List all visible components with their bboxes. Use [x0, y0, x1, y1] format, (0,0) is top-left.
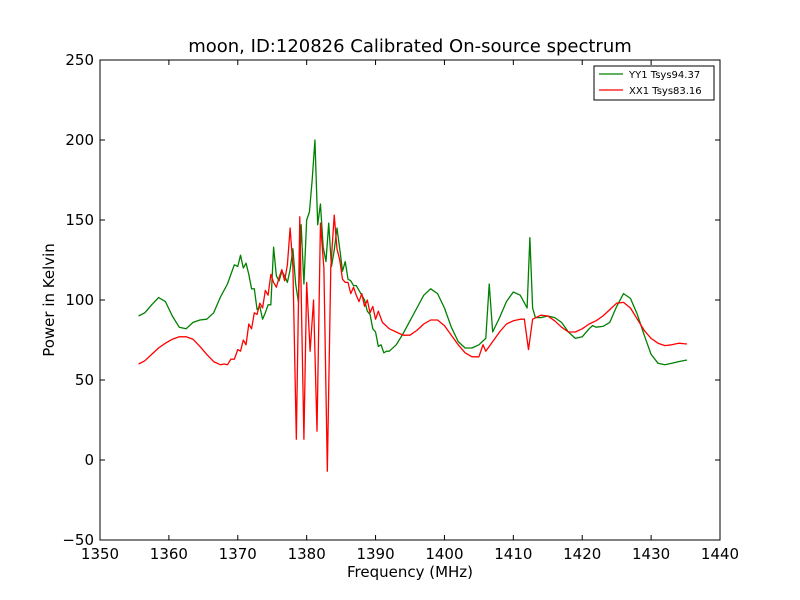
x-tick-label: 1390 [356, 545, 394, 563]
x-tick-label: 1360 [150, 545, 188, 563]
y-axis-label: Power in Kelvin [40, 243, 58, 357]
series-layer [138, 139, 688, 472]
chart-title: moon, ID:120826 Calibrated On-source spe… [188, 36, 632, 57]
x-tick-label: 1410 [494, 545, 532, 563]
y-tick-label: −50 [62, 531, 94, 549]
y-tick-label: 250 [65, 51, 94, 69]
y-tick-label: 150 [65, 211, 94, 229]
y-tick-label: 100 [65, 291, 94, 309]
series-line-xx1 [138, 214, 687, 472]
x-tick-label: 1350 [81, 545, 119, 563]
legend-label-yy1: YY1 Tsys94.37 [628, 70, 700, 81]
ticks-layer: 1350 1360 1370 1380 1390 1400 1410 1420 1430 1440… [62, 51, 739, 563]
y-tick-label: 200 [65, 131, 94, 149]
legend-label-xx1: XX1 Tsys83.16 [629, 86, 702, 97]
legend: YY1 Tsys94.37 XX1 Tsys83.16 [593, 65, 715, 101]
x-tick-label: 1420 [563, 545, 601, 563]
x-tick-label: 1400 [425, 545, 463, 563]
y-tick-label: 50 [75, 371, 94, 389]
x-axis-label: Frequency (MHz) [347, 563, 473, 581]
x-tick-label: 1430 [632, 545, 670, 563]
series-line-yy1 [138, 139, 688, 366]
x-tick-label: 1440 [701, 545, 739, 563]
y-tick-label: 0 [84, 451, 94, 469]
x-tick-label: 1370 [219, 545, 257, 563]
legend-box [593, 65, 715, 101]
x-tick-label: 1380 [288, 545, 326, 563]
